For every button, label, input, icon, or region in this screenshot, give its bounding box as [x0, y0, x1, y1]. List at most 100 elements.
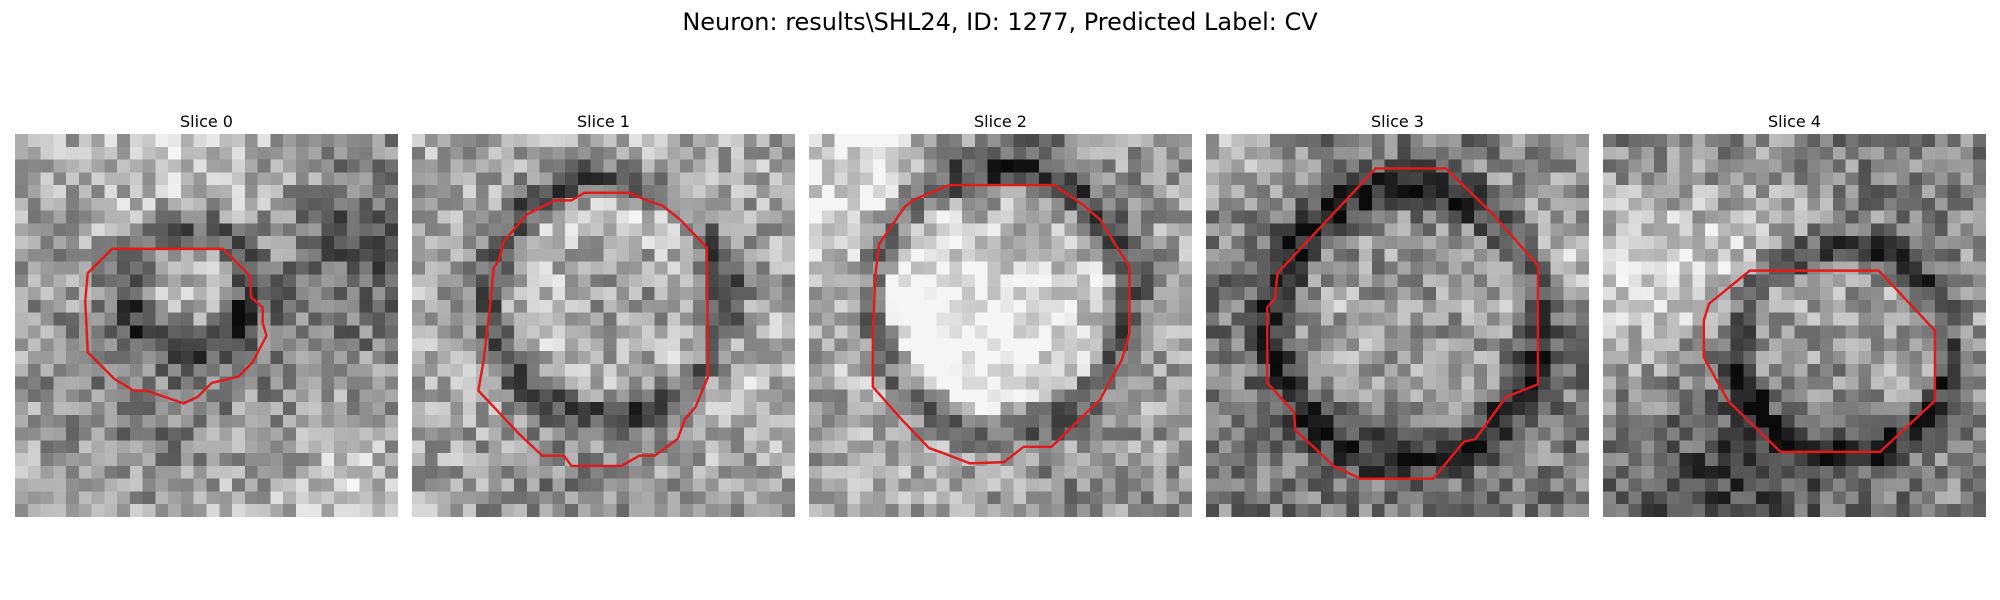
image-pixel	[1179, 491, 1192, 505]
image-pixel	[911, 236, 925, 250]
image-pixel	[1397, 325, 1411, 339]
image-pixel	[911, 261, 925, 275]
slice-image	[1206, 134, 1589, 517]
image-pixel	[1781, 185, 1795, 199]
image-pixel	[1550, 261, 1564, 275]
image-pixel	[743, 172, 757, 186]
image-pixel	[1257, 134, 1271, 148]
image-pixel	[1166, 172, 1180, 186]
image-pixel	[1934, 465, 1948, 479]
image-pixel	[91, 210, 105, 224]
image-pixel	[1013, 338, 1027, 352]
image-pixel	[1295, 363, 1309, 377]
image-pixel	[1973, 504, 1986, 517]
image-pixel	[1115, 389, 1129, 403]
image-pixel	[1947, 338, 1961, 352]
image-pixel	[539, 389, 553, 403]
image-pixel	[1410, 236, 1424, 250]
image-pixel	[782, 236, 795, 250]
image-pixel	[1089, 325, 1103, 339]
image-pixel	[847, 351, 861, 365]
image-pixel	[1628, 197, 1642, 211]
slice-pixel-grid	[809, 134, 1192, 517]
image-pixel	[809, 402, 823, 416]
image-pixel	[680, 376, 694, 390]
image-pixel	[1153, 299, 1167, 313]
image-pixel	[1883, 274, 1897, 288]
image-pixel	[654, 465, 668, 479]
image-pixel	[1013, 491, 1027, 505]
image-pixel	[437, 402, 451, 416]
image-pixel	[539, 376, 553, 390]
image-pixel	[974, 261, 988, 275]
image-pixel	[142, 325, 156, 339]
image-pixel	[1257, 287, 1271, 301]
image-pixel	[1359, 389, 1373, 403]
image-pixel	[104, 453, 118, 467]
image-pixel	[1089, 172, 1103, 186]
image-pixel	[1013, 197, 1027, 211]
image-pixel	[359, 414, 373, 428]
image-pixel	[488, 351, 502, 365]
image-pixel	[1934, 504, 1948, 517]
image-pixel	[911, 287, 925, 301]
image-pixel	[475, 159, 489, 173]
image-pixel	[1486, 287, 1500, 301]
image-pixel	[1206, 478, 1220, 492]
image-pixel	[424, 414, 438, 428]
image-pixel	[1435, 491, 1449, 505]
image-pixel	[1679, 287, 1693, 301]
image-pixel	[1102, 197, 1116, 211]
image-pixel	[1947, 325, 1961, 339]
image-pixel	[1883, 491, 1897, 505]
image-pixel	[603, 134, 617, 148]
image-pixel	[1576, 185, 1589, 199]
image-pixel	[1423, 402, 1437, 416]
image-pixel	[872, 376, 886, 390]
image-pixel	[27, 299, 41, 313]
image-pixel	[66, 427, 80, 441]
image-pixel	[424, 491, 438, 505]
image-pixel	[78, 504, 92, 517]
image-pixel	[1166, 440, 1180, 454]
image-pixel	[450, 376, 464, 390]
image-pixel	[232, 351, 246, 365]
image-pixel	[1218, 453, 1232, 467]
image-pixel	[1563, 236, 1577, 250]
image-pixel	[1102, 299, 1116, 313]
image-pixel	[1537, 287, 1551, 301]
image-pixel	[603, 376, 617, 390]
image-pixel	[1371, 427, 1385, 441]
image-pixel	[949, 312, 963, 326]
image-pixel	[1871, 338, 1885, 352]
image-pixel	[692, 440, 706, 454]
image-pixel	[129, 159, 143, 173]
image-pixel	[334, 134, 348, 148]
image-pixel	[885, 465, 899, 479]
image-pixel	[834, 312, 848, 326]
image-pixel	[1679, 248, 1693, 262]
image-pixel	[219, 491, 233, 505]
image-pixel	[1563, 389, 1577, 403]
image-pixel	[450, 465, 464, 479]
image-pixel	[1435, 274, 1449, 288]
image-pixel	[1756, 312, 1770, 326]
image-pixel	[1410, 185, 1424, 199]
image-pixel	[283, 312, 297, 326]
image-pixel	[923, 504, 937, 517]
image-pixel	[1512, 197, 1526, 211]
image-pixel	[539, 504, 553, 517]
image-pixel	[565, 261, 579, 275]
image-pixel	[1026, 402, 1040, 416]
image-pixel	[270, 389, 284, 403]
image-pixel	[91, 453, 105, 467]
image-pixel	[1140, 325, 1154, 339]
image-pixel	[1768, 414, 1782, 428]
image-pixel	[1679, 491, 1693, 505]
image-pixel	[1128, 491, 1142, 505]
image-pixel	[117, 453, 131, 467]
image-pixel	[962, 491, 976, 505]
image-pixel	[346, 185, 360, 199]
image-pixel	[385, 299, 398, 313]
image-pixel	[66, 261, 80, 275]
